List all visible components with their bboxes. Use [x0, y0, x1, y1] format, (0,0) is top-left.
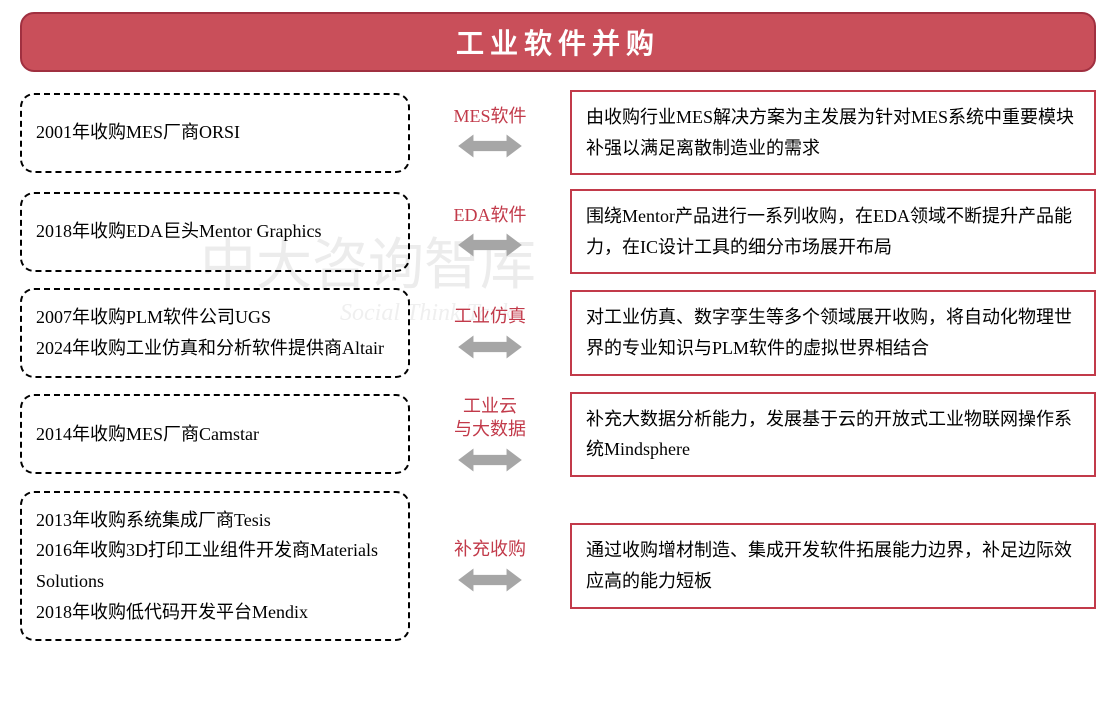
- acquisition-box: 2001年收购MES厂商ORSI: [20, 93, 410, 173]
- diagram-row: 2013年收购系统集成厂商Tesis 2016年收购3D打印工业组件开发商Mat…: [20, 491, 1096, 641]
- middle-connector: 补充收购: [410, 538, 570, 593]
- rows-container: 2001年收购MES厂商ORSI MES软件 由收购行业MES解决方案为主发展为针…: [20, 90, 1096, 641]
- acquisition-box: 2014年收购MES厂商Camstar: [20, 394, 410, 474]
- bidirectional-arrow-icon: [458, 566, 522, 594]
- description-text: 通过收购增材制造、集成开发软件拓展能力边界，补足边际效应高的能力短板: [586, 535, 1080, 596]
- acquisition-text: 2013年收购系统集成厂商Tesis 2016年收购3D打印工业组件开发商Mat…: [36, 505, 394, 627]
- description-box: 由收购行业MES解决方案为主发展为针对MES系统中重要模块补强以满足离散制造业的…: [570, 90, 1096, 175]
- bidirectional-arrow-icon: [458, 446, 522, 474]
- category-tag: 工业云 与大数据: [454, 395, 526, 442]
- description-box: 通过收购增材制造、集成开发软件拓展能力边界，补足边际效应高的能力短板: [570, 523, 1096, 608]
- category-tag: 工业仿真: [454, 305, 526, 328]
- description-box: 对工业仿真、数字孪生等多个领域展开收购，将自动化物理世界的专业知识与PLM软件的…: [570, 290, 1096, 375]
- bidirectional-arrow-icon: [458, 231, 522, 259]
- description-text: 围绕Mentor产品进行一系列收购，在EDA领域不断提升产品能力，在IC设计工具…: [586, 201, 1080, 262]
- bidirectional-arrow-icon: [458, 132, 522, 160]
- diagram-row: 2001年收购MES厂商ORSI MES软件 由收购行业MES解决方案为主发展为针…: [20, 90, 1096, 175]
- description-text: 补充大数据分析能力，发展基于云的开放式工业物联网操作系统Mindsphere: [586, 404, 1080, 465]
- acquisition-box: 2007年收购PLM软件公司UGS 2024年收购工业仿真和分析软件提供商Alt…: [20, 288, 410, 377]
- middle-connector: 工业云 与大数据: [410, 395, 570, 474]
- category-tag: EDA软件: [454, 204, 527, 227]
- category-tag: MES软件: [453, 105, 526, 128]
- bidirectional-arrow-icon: [458, 333, 522, 361]
- description-text: 对工业仿真、数字孪生等多个领域展开收购，将自动化物理世界的专业知识与PLM软件的…: [586, 302, 1080, 363]
- acquisition-box: 2013年收购系统集成厂商Tesis 2016年收购3D打印工业组件开发商Mat…: [20, 491, 410, 641]
- page-title: 工业软件并购: [20, 12, 1096, 72]
- middle-connector: EDA软件: [410, 204, 570, 259]
- description-box: 围绕Mentor产品进行一系列收购，在EDA领域不断提升产品能力，在IC设计工具…: [570, 189, 1096, 274]
- acquisition-box: 2018年收购EDA巨头Mentor Graphics: [20, 192, 410, 272]
- middle-connector: MES软件: [410, 105, 570, 160]
- acquisition-text: 2001年收购MES厂商ORSI: [36, 117, 240, 148]
- diagram-row: 2018年收购EDA巨头Mentor Graphics EDA软件 围绕Mento…: [20, 189, 1096, 274]
- diagram-row: 2014年收购MES厂商Camstar 工业云 与大数据 补充大数据分析能力，发展…: [20, 392, 1096, 477]
- acquisition-text: 2007年收购PLM软件公司UGS 2024年收购工业仿真和分析软件提供商Alt…: [36, 302, 384, 363]
- description-text: 由收购行业MES解决方案为主发展为针对MES系统中重要模块补强以满足离散制造业的…: [586, 102, 1080, 163]
- acquisition-text: 2014年收购MES厂商Camstar: [36, 419, 259, 450]
- description-box: 补充大数据分析能力，发展基于云的开放式工业物联网操作系统Mindsphere: [570, 392, 1096, 477]
- category-tag: 补充收购: [454, 538, 526, 561]
- acquisition-text: 2018年收购EDA巨头Mentor Graphics: [36, 216, 321, 247]
- middle-connector: 工业仿真: [410, 305, 570, 360]
- diagram-row: 2007年收购PLM软件公司UGS 2024年收购工业仿真和分析软件提供商Alt…: [20, 288, 1096, 377]
